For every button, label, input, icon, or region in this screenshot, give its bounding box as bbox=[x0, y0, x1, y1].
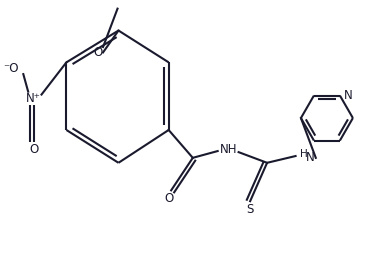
Text: O: O bbox=[93, 46, 102, 59]
Text: O: O bbox=[29, 143, 38, 156]
Text: H: H bbox=[300, 149, 308, 159]
Text: S: S bbox=[246, 203, 254, 216]
Text: ⁻O: ⁻O bbox=[3, 62, 18, 75]
Text: O: O bbox=[164, 192, 174, 205]
Text: N: N bbox=[306, 151, 315, 164]
Text: N: N bbox=[343, 89, 352, 102]
Text: NH: NH bbox=[220, 144, 237, 156]
Text: N⁺: N⁺ bbox=[26, 92, 41, 105]
